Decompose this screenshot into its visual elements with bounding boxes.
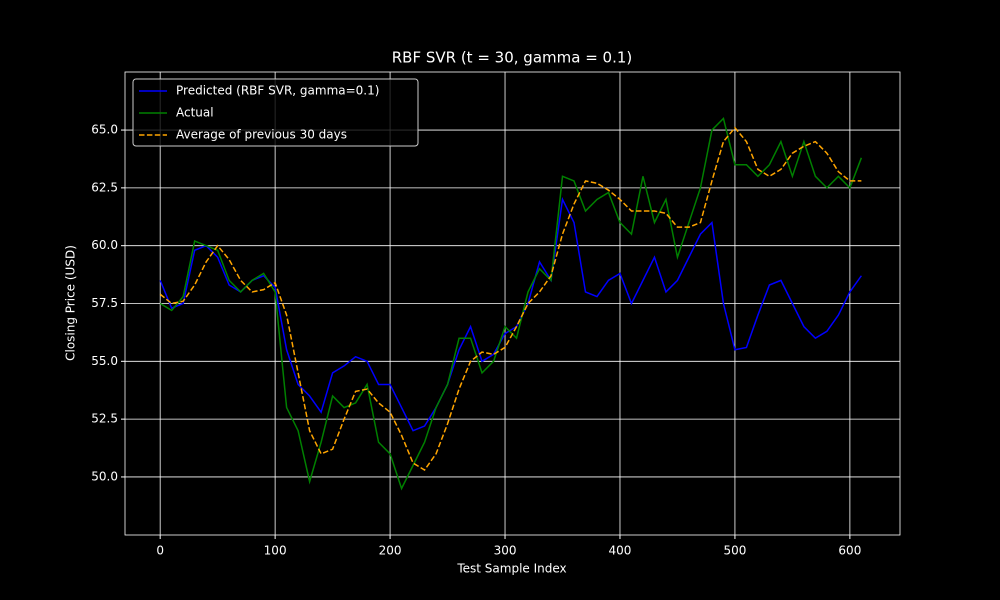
y-tick-label: 50.0 (91, 469, 118, 483)
legend-label: Predicted (RBF SVR, gamma=0.1) (176, 84, 379, 98)
y-tick-label: 62.5 (91, 180, 118, 194)
x-tick-label: 400 (609, 544, 632, 558)
x-axis-label: Test Sample Index (456, 562, 566, 576)
x-tick-label: 0 (156, 544, 164, 558)
x-tick-label: 200 (379, 544, 402, 558)
y-tick-label: 55.0 (91, 354, 118, 368)
chart-title: RBF SVR (t = 30, gamma = 0.1) (392, 49, 632, 67)
series-line (159, 126, 862, 472)
x-tick-label: 100 (264, 544, 287, 558)
x-tick-label: 600 (838, 544, 861, 558)
y-tick-label: 57.5 (91, 296, 118, 310)
series-line (159, 196, 862, 432)
legend-label: Average of previous 30 days (176, 128, 347, 142)
x-tick-label: 500 (723, 544, 746, 558)
y-tick-label: 52.5 (91, 412, 118, 426)
series-line (159, 117, 863, 491)
legend-box (132, 78, 419, 147)
y-tick-label: 65.0 (91, 123, 118, 137)
x-tick-label: 300 (494, 544, 517, 558)
y-tick-label: 60.0 (91, 238, 118, 252)
legend-label: Actual (176, 106, 214, 120)
y-axis-label: Closing Price (USD) (64, 245, 78, 361)
plot-frame (124, 71, 901, 536)
